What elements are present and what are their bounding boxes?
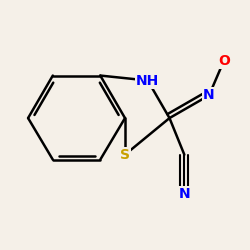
Text: N: N bbox=[203, 88, 215, 102]
Text: N: N bbox=[178, 187, 190, 201]
Text: O: O bbox=[218, 54, 230, 68]
Text: S: S bbox=[120, 148, 130, 162]
Text: NH: NH bbox=[136, 74, 159, 88]
